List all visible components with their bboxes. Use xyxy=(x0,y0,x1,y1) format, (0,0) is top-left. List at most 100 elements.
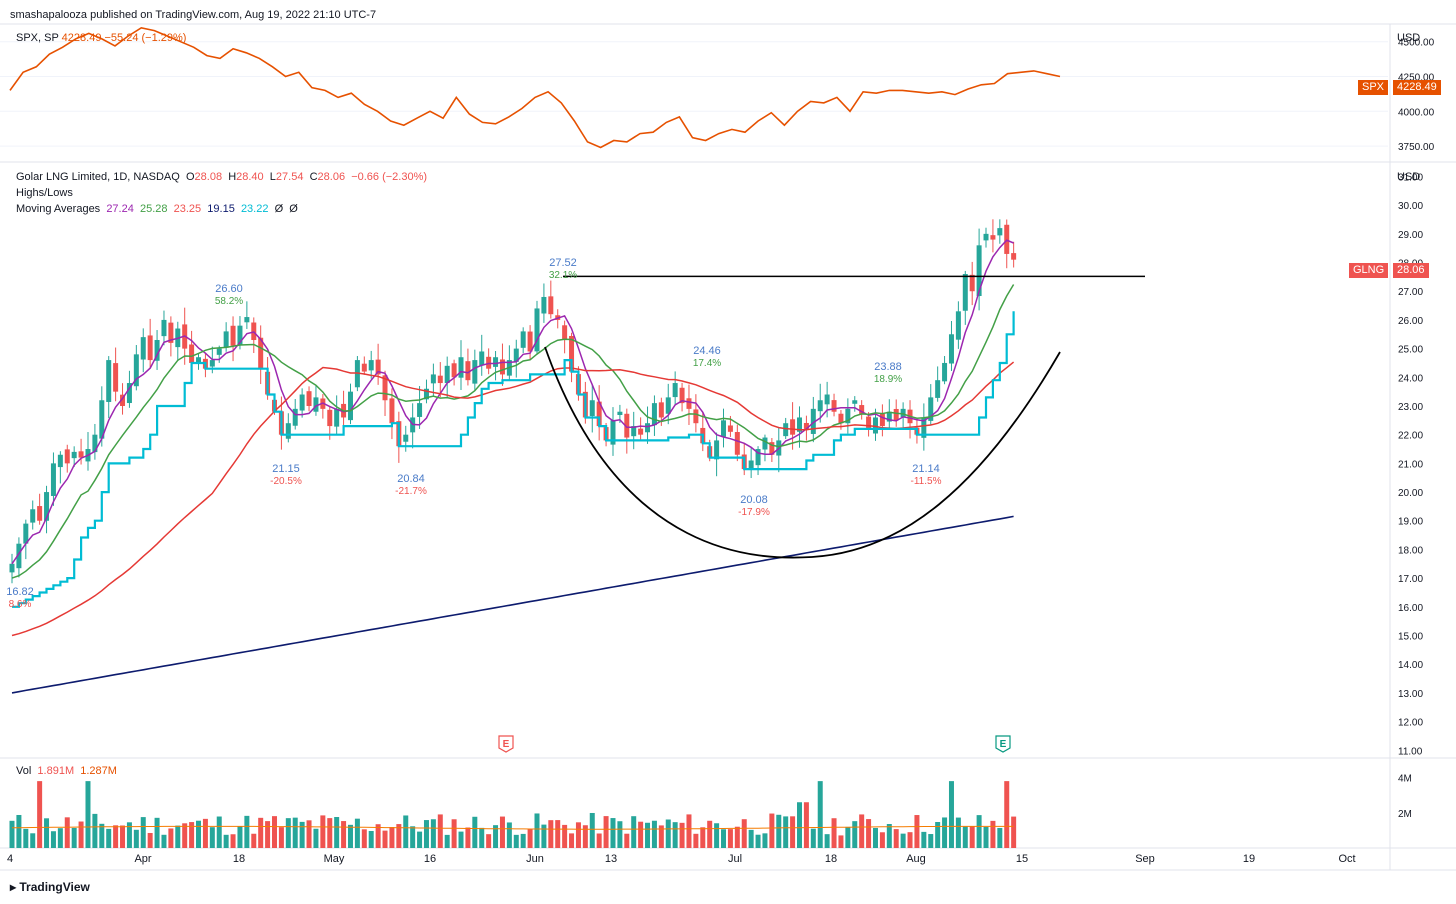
candle-body xyxy=(389,398,395,424)
candle-body xyxy=(824,394,830,405)
spx-tick-label: 4250.00 xyxy=(1398,72,1435,83)
candle-body xyxy=(1011,253,1017,260)
candle-body xyxy=(292,408,298,426)
volume-bar xyxy=(810,828,816,848)
ma-fast-line xyxy=(11,239,1014,565)
volume-bar xyxy=(714,823,720,848)
candle-body xyxy=(721,420,727,437)
candle-body xyxy=(562,325,568,341)
earnings-marker-label: E xyxy=(1000,739,1007,750)
candle-body xyxy=(810,408,816,434)
candle-body xyxy=(838,413,844,424)
volume-bar xyxy=(914,815,920,848)
volume-bar xyxy=(679,822,685,848)
ma-legend[interactable]: Moving Averages 27.24 25.28 23.25 19.15 … xyxy=(16,203,298,215)
volume-bar xyxy=(99,823,105,848)
earnings-marker-icon[interactable]: E xyxy=(995,735,1011,753)
ma-value-4: 19.15 xyxy=(207,203,235,215)
candle-body xyxy=(375,359,381,375)
ohlc-l: 27.54 xyxy=(275,171,304,183)
candle-body xyxy=(686,398,692,409)
volume-bar xyxy=(900,833,906,848)
volume-bar xyxy=(30,833,36,848)
candle-body xyxy=(734,432,740,455)
candle-body xyxy=(23,523,29,544)
pivot-percent-label: -21.7% xyxy=(395,486,427,497)
candle-body xyxy=(347,391,353,421)
candle-body xyxy=(126,383,132,404)
earnings-marker-icon[interactable]: E xyxy=(498,735,514,753)
candle-body xyxy=(78,451,84,458)
candle-body xyxy=(962,274,968,311)
volume-bar xyxy=(562,824,568,848)
time-axis-label: Oct xyxy=(1338,853,1355,865)
ma-label: Moving Averages xyxy=(16,203,101,215)
volume-bar xyxy=(361,829,367,848)
candle-body xyxy=(859,405,865,415)
volume-bar xyxy=(734,826,740,848)
volume-bar xyxy=(106,828,112,848)
price-tick-label: 17.00 xyxy=(1398,574,1423,585)
volume-bar xyxy=(603,816,609,848)
volume-bar xyxy=(202,818,208,848)
volume-bar xyxy=(506,822,512,848)
candle-body xyxy=(237,325,243,345)
candle-body xyxy=(216,348,222,355)
candle-body xyxy=(161,319,167,337)
earnings-marker-shape xyxy=(498,735,514,753)
candle-body xyxy=(361,363,367,372)
price-tick-label: 22.00 xyxy=(1398,431,1423,442)
candle-body xyxy=(479,351,485,366)
volume-bar xyxy=(37,781,43,848)
candle-body xyxy=(403,434,409,442)
candle-body xyxy=(942,362,948,382)
volume-bar xyxy=(596,833,602,848)
tradingview-logo[interactable]: ▸ TradingView xyxy=(10,880,90,894)
volume-bar xyxy=(182,823,188,848)
candle-body xyxy=(120,394,126,406)
candle-body xyxy=(997,228,1003,236)
volume-bar xyxy=(306,820,312,848)
price-tick-label: 31.00 xyxy=(1398,172,1423,183)
candle-body xyxy=(797,417,802,432)
glng-price-tag-value: 28.06 xyxy=(1393,263,1429,278)
price-tick-label: 30.00 xyxy=(1398,201,1423,212)
volume-bar xyxy=(341,821,347,848)
volume-bar xyxy=(969,826,975,848)
volume-bar xyxy=(258,817,264,848)
publisher-line: smashapalooza published on TradingView.c… xyxy=(10,9,376,21)
volume-bar xyxy=(534,813,540,848)
pivot-price-label: 20.84 xyxy=(397,473,425,485)
volume-bar xyxy=(803,802,809,848)
volume-bar xyxy=(638,821,644,848)
candle-body xyxy=(658,402,664,418)
volume-bar xyxy=(776,814,782,848)
price-tick-label: 21.00 xyxy=(1398,459,1423,470)
candle-body xyxy=(596,401,602,427)
pivot-percent-label: 18.9% xyxy=(874,374,902,385)
candle-body xyxy=(223,331,229,348)
ohlc-h: 28.40 xyxy=(236,171,264,183)
volume-bar xyxy=(617,821,623,848)
volume-bar xyxy=(555,820,561,848)
volume-bar xyxy=(831,818,837,848)
volume-bar xyxy=(582,825,588,848)
candle-body xyxy=(866,416,872,429)
pivot-price-label: 23.88 xyxy=(874,361,902,373)
highs-lows-legend[interactable]: Highs/Lows xyxy=(16,187,73,199)
volume-bar xyxy=(299,821,305,848)
volume-bar xyxy=(541,824,547,848)
candle-body xyxy=(423,388,429,400)
volume-bar xyxy=(320,815,326,848)
volume-bar xyxy=(113,825,119,848)
volume-bar xyxy=(140,817,146,848)
volume-bar xyxy=(866,819,872,848)
volume-bar xyxy=(499,816,505,848)
volume-bar xyxy=(133,829,139,848)
volume-bar xyxy=(451,819,457,848)
volume-bar xyxy=(672,822,678,848)
volume-bar xyxy=(237,826,243,848)
candle-body xyxy=(589,400,595,416)
candle-body xyxy=(631,426,637,437)
